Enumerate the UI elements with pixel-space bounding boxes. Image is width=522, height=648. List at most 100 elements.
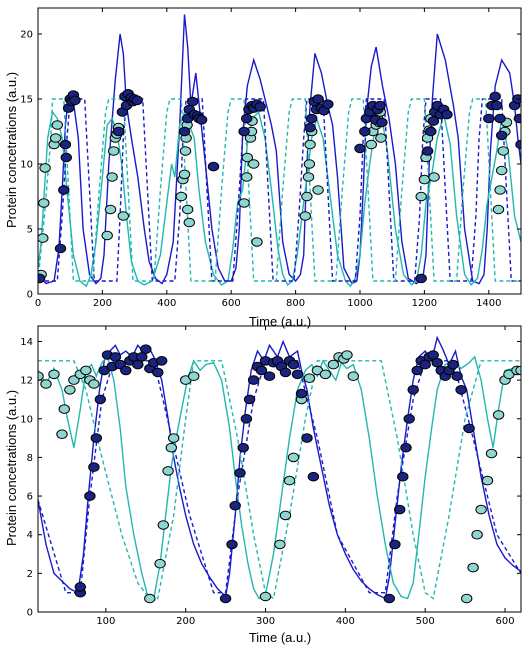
bottom-chart-x-tick-label: 200 (176, 616, 195, 627)
bottom-chart-data-marker (154, 558, 166, 569)
bottom-chart-data-marker (407, 385, 419, 395)
bottom-chart-data-marker (283, 475, 296, 486)
top-chart-panel: Time (a.u.) Protein concetrations (a.u.)… (4, 7, 522, 329)
top-chart-data-marker (418, 174, 431, 185)
top-chart-data-marker (304, 139, 316, 150)
top-chart-data-marker (497, 146, 509, 156)
top-chart-data-marker (441, 109, 453, 120)
bottom-chart-data-marker (38, 371, 44, 381)
top-chart-y-tick-label: 0 (27, 290, 33, 301)
bottom-chart-data-marker (84, 491, 96, 501)
bottom-chart-data-marker (56, 429, 68, 440)
top-chart-data-marker (375, 133, 387, 143)
top-chart-x-tick-label: 1000 (347, 298, 372, 309)
bottom-chart-data-marker (88, 379, 100, 389)
top-chart-data-marker (106, 172, 118, 182)
bottom-chart-x-tick-label: 600 (495, 616, 514, 627)
top-chart-data-marker (238, 198, 250, 208)
top-chart-data-marker (241, 172, 253, 182)
top-chart-ylabel: Protein concetrations (a.u.) (4, 72, 19, 228)
top-chart-data-marker (425, 126, 437, 137)
top-chart-axes-frame (37, 7, 522, 295)
top-chart-data-marker (38, 198, 50, 208)
top-chart-data-marker (489, 91, 501, 102)
bottom-chart-data-marker (259, 591, 272, 602)
top-chart-x-tick-label: 1400 (476, 298, 501, 309)
top-chart-data-marker (492, 204, 505, 215)
top-chart-data-marker (299, 211, 311, 221)
top-chart-data-marker (513, 113, 521, 124)
top-chart-x-tick-label: 0 (35, 298, 41, 309)
bottom-chart-data-marker (226, 539, 238, 550)
top-chart-data-marker (50, 133, 62, 143)
top-chart-data-marker (179, 146, 192, 156)
bottom-chart-data-marker (319, 369, 332, 380)
bottom-chart-data-marker (165, 442, 178, 453)
top-chart-data-marker (428, 172, 440, 182)
top-chart-data-marker (415, 191, 427, 202)
bottom-chart-data-marker (48, 369, 60, 380)
top-chart-data-marker (131, 95, 143, 106)
top-chart-y-tick-label: 5 (27, 225, 33, 236)
top-chart-data-marker (60, 152, 73, 163)
top-chart-data-marker (51, 120, 63, 130)
top-chart-data-marker (421, 146, 434, 156)
top-chart-data-marker (512, 94, 521, 104)
top-chart-data-marker (301, 191, 313, 202)
bottom-chart-data-marker (279, 367, 292, 378)
bottom-chart-data-marker (240, 414, 253, 424)
bottom-chart-data-marker (383, 593, 395, 604)
bottom-chart-data-marker (394, 504, 406, 515)
bottom-chart-series-solid-dark-blue-line (38, 335, 521, 600)
bottom-chart-data-marker (291, 369, 304, 380)
top-chart-data-marker (494, 113, 506, 124)
bottom-chart-data-marker (247, 375, 260, 385)
bottom-chart-data-marker (403, 414, 415, 424)
bottom-chart-data-marker (347, 371, 359, 382)
top-chart-data-marker (69, 95, 81, 106)
top-chart-data-marker (178, 126, 191, 137)
bottom-chart-data-marker (152, 367, 164, 378)
bottom-chart-data-marker (237, 442, 249, 453)
top-chart-data-marker (58, 185, 70, 195)
top-chart-x-tick-label: 1200 (412, 298, 437, 309)
bottom-chart-data-marker (80, 365, 92, 376)
top-chart-y-tick-label: 10 (20, 160, 33, 171)
top-chart-data-marker (175, 191, 188, 202)
bottom-chart-data-marker (263, 371, 276, 382)
top-chart-data-marker (365, 139, 377, 150)
bottom-chart-data-marker (255, 365, 268, 376)
top-chart-data-marker (496, 165, 508, 176)
bottom-chart-data-marker (389, 539, 401, 550)
bottom-chart-y-tick-label: 6 (27, 492, 33, 503)
top-chart-data-marker (254, 102, 266, 112)
top-chart-data-marker (483, 113, 495, 124)
bottom-chart-y-tick-label: 14 (20, 337, 33, 348)
bottom-chart-plot-area (38, 335, 521, 604)
top-chart-data-marker (494, 185, 506, 195)
bottom-chart-data-marker (120, 365, 132, 376)
top-chart-data-marker (415, 273, 427, 284)
top-chart-data-marker (496, 130, 508, 141)
bottom-chart-x-tick-label: 300 (256, 616, 275, 627)
top-chart-data-marker (427, 116, 440, 126)
top-chart-data-marker (195, 115, 208, 125)
bottom-chart-x-tick-label: 100 (96, 616, 115, 627)
bottom-chart-data-marker (68, 375, 80, 385)
bottom-chart-data-marker (397, 471, 409, 482)
top-chart-y-tick-label: 20 (20, 30, 33, 41)
top-chart-series-dashed-cyan-line (38, 98, 521, 282)
bottom-chart-data-marker (307, 471, 320, 482)
bottom-chart-data-marker (467, 562, 479, 573)
bottom-chart-data-marker (156, 356, 168, 366)
top-chart-data-marker (183, 217, 196, 228)
bottom-chart-data-marker (109, 352, 122, 362)
bottom-chart-panel: Time (a.u.) Protein concetrations (a.u.)… (4, 325, 522, 645)
bottom-chart-data-marker (243, 394, 256, 405)
bottom-chart-xlabel: Time (a.u.) (249, 630, 311, 645)
bottom-chart-data-marker (461, 593, 473, 604)
bottom-chart-data-marker (455, 385, 467, 395)
top-chart-data-marker (241, 113, 253, 124)
top-chart-data-marker (374, 100, 386, 111)
